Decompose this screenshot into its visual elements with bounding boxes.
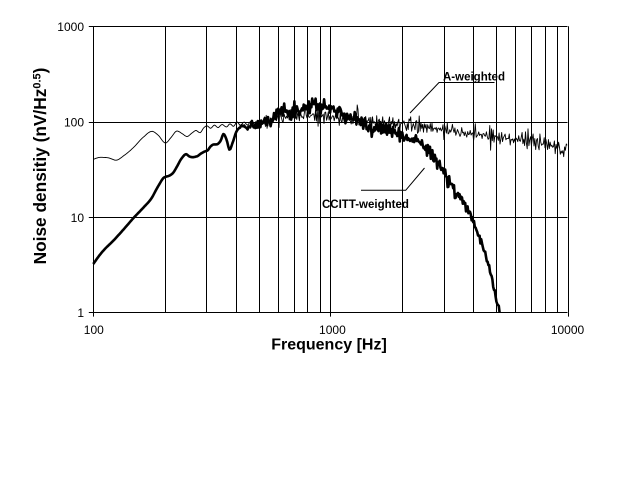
svg-text:1000: 1000 bbox=[319, 323, 346, 337]
svg-text:1000: 1000 bbox=[57, 20, 84, 34]
svg-text:Noise densitiy (nV/Hz0.5): Noise densitiy (nV/Hz0.5) bbox=[30, 68, 50, 265]
svg-text:100: 100 bbox=[84, 323, 104, 337]
svg-text:A-weighted: A-weighted bbox=[443, 72, 505, 84]
svg-text:CCITT-weighted: CCITT-weighted bbox=[322, 199, 409, 211]
svg-text:100: 100 bbox=[64, 116, 84, 130]
svg-text:10: 10 bbox=[71, 211, 85, 225]
svg-text:Frequency [Hz]: Frequency [Hz] bbox=[271, 337, 387, 354]
svg-text:1: 1 bbox=[77, 306, 84, 320]
svg-text:10000: 10000 bbox=[551, 323, 585, 337]
